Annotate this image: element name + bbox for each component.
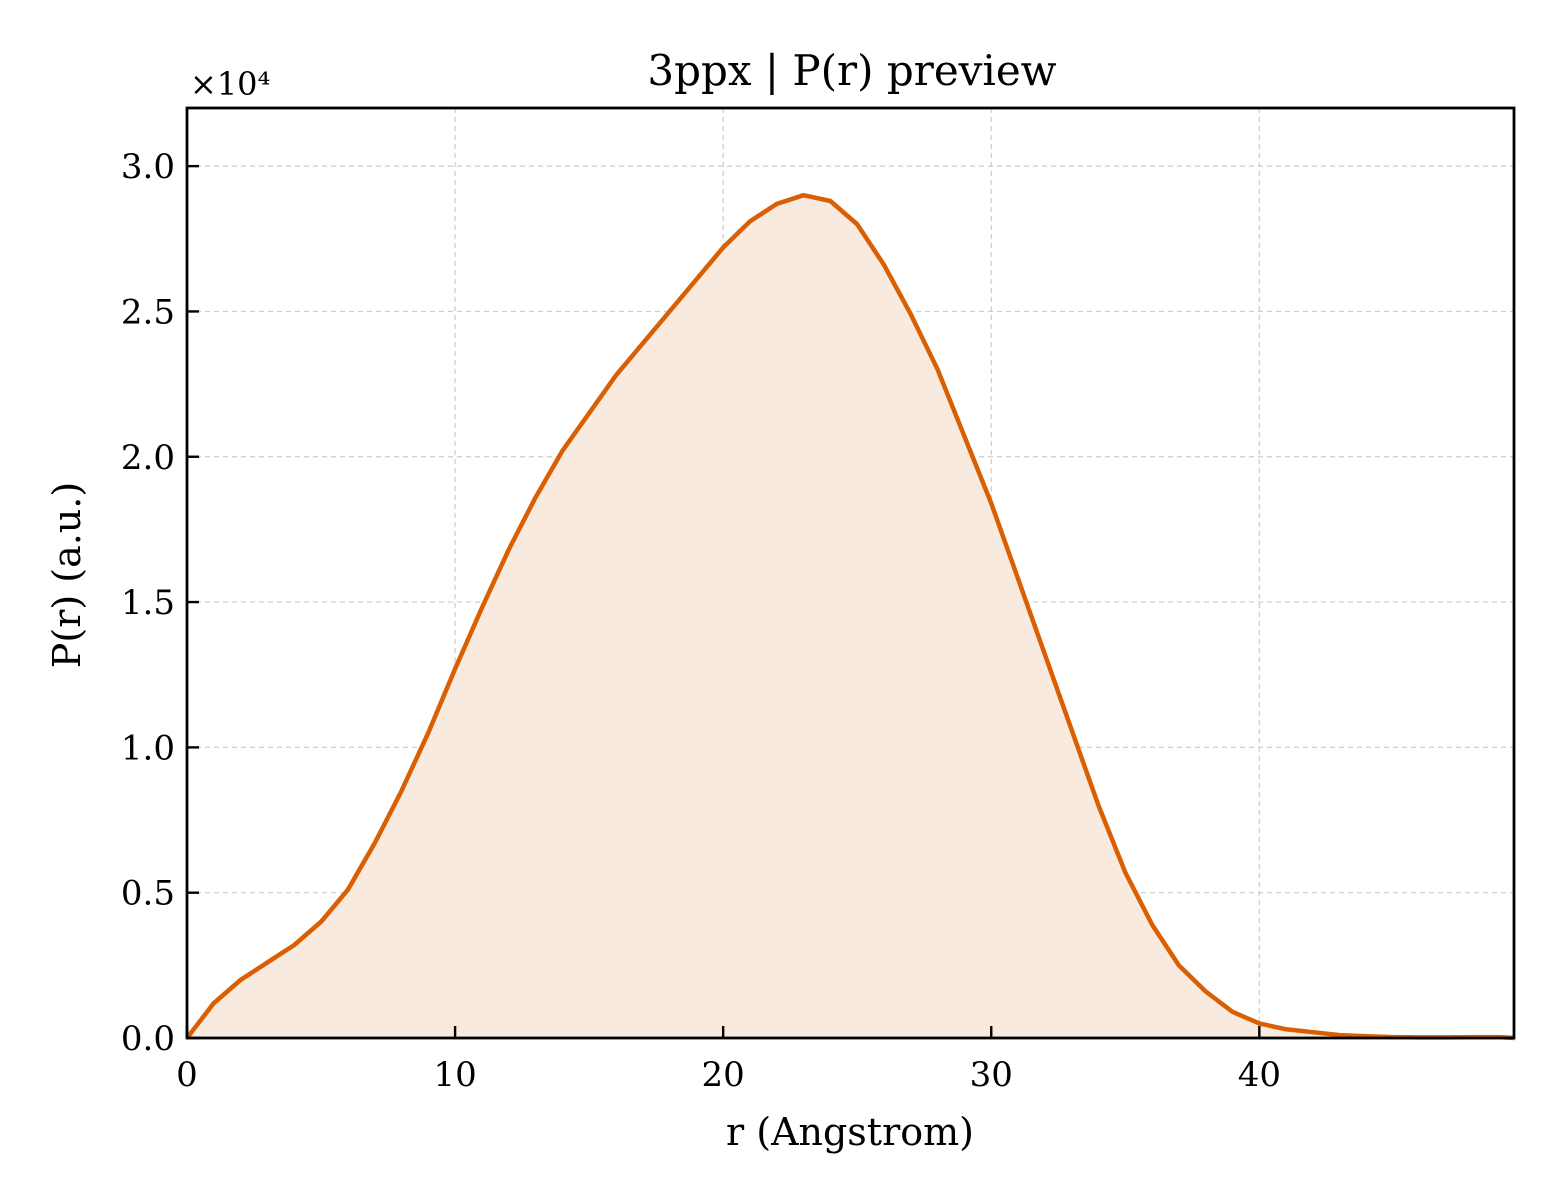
x-tick-label: 20 xyxy=(702,1055,745,1095)
x-tick-label: 0 xyxy=(176,1055,198,1095)
plot-frame xyxy=(185,106,1516,1040)
y-tick-label: 0.5 xyxy=(121,874,175,914)
y-axis-label: P(r) (a.u.) xyxy=(45,482,89,668)
y-tick-label: 1.5 xyxy=(121,583,175,623)
area-fill xyxy=(187,195,1514,1038)
y-tick-label: 2.0 xyxy=(121,438,175,478)
y-tick-label: 2.5 xyxy=(121,292,175,332)
series-line xyxy=(185,192,1515,1041)
x-tick-label: 40 xyxy=(1238,1055,1281,1095)
y-offset-label: ×10⁴ xyxy=(190,65,270,103)
x-tick-label: 30 xyxy=(970,1055,1013,1095)
x-axis-label: r (Angstrom) xyxy=(726,1110,974,1154)
y-tick-label: 3.0 xyxy=(121,147,175,187)
x-tick-label: 10 xyxy=(433,1055,476,1095)
chart-title: 3ppx | P(r) preview xyxy=(647,46,1056,95)
y-tick-label: 1.0 xyxy=(121,728,175,768)
y-tick-label: 0.0 xyxy=(121,1019,175,1059)
